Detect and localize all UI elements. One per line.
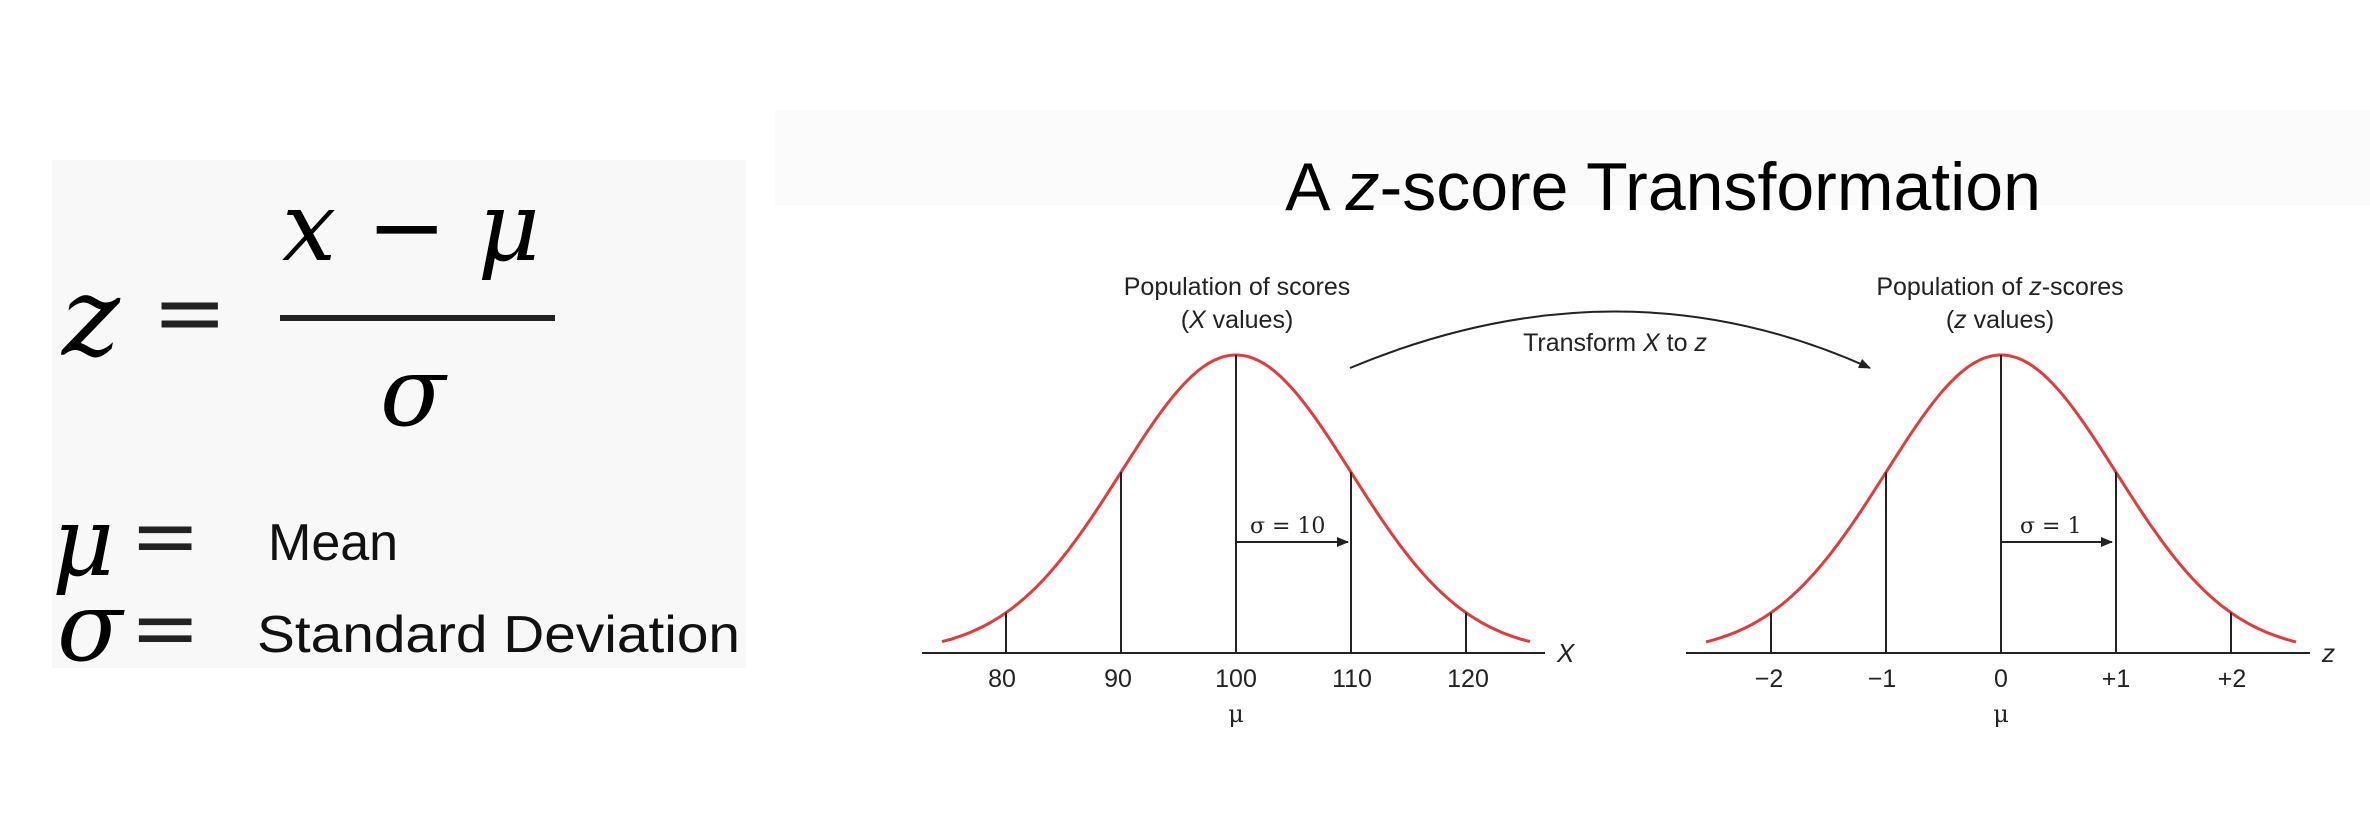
right-tick-minus1: −1 bbox=[1868, 665, 1897, 693]
left-vertical-lines bbox=[1005, 355, 1467, 653]
left-distribution: Population of scores (X values) X 80 90 … bbox=[922, 273, 1576, 728]
left-heading-line2: (X values) bbox=[1181, 306, 1294, 334]
right-mu-label: μ bbox=[1993, 700, 2009, 728]
right-tick-plus2: +2 bbox=[2218, 665, 2247, 693]
left-tick-100: 100 bbox=[1215, 665, 1257, 693]
diagram-background bbox=[775, 110, 2370, 205]
left-heading-line1: Population of scores bbox=[1124, 273, 1351, 301]
right-heading-line1: Population of z-scores bbox=[1876, 273, 2123, 301]
left-tick-110: 110 bbox=[1332, 665, 1372, 693]
formula-lhs: z bbox=[60, 253, 121, 381]
formula-equals: = bbox=[152, 260, 227, 365]
legend-sigma-equals: = bbox=[130, 579, 200, 668]
right-tick-plus1: +1 bbox=[2102, 665, 2131, 693]
left-tick-80: 80 bbox=[988, 665, 1016, 693]
right-distribution: Population of z-scores (z values) z −2 −… bbox=[1686, 273, 2335, 728]
legend-mean: Mean bbox=[268, 514, 398, 572]
right-vertical-lines bbox=[1770, 355, 2232, 653]
left-tick-90: 90 bbox=[1104, 665, 1132, 693]
legend-sigma-symbol: σ bbox=[57, 571, 125, 668]
right-tick-minus2: −2 bbox=[1755, 665, 1784, 693]
formula-svg: z = x − μ σ μ = Mean σ = Standard Deviat… bbox=[52, 171, 740, 683]
fraction-bar bbox=[280, 315, 555, 321]
left-mu-label: μ bbox=[1228, 700, 1244, 728]
transform-arrow bbox=[1349, 310, 1871, 369]
formula-panel: z = x − μ σ μ = Mean σ = Standard Deviat… bbox=[52, 160, 746, 683]
left-tick-120: 120 bbox=[1447, 665, 1489, 693]
legend-mu-equals: = bbox=[130, 487, 200, 585]
right-axis-label: z bbox=[2321, 638, 2335, 668]
right-heading-line2: (z values) bbox=[1946, 306, 2054, 334]
legend-mu-symbol: μ bbox=[52, 486, 114, 598]
right-sigma-label: σ = 1 bbox=[2020, 514, 2081, 539]
left-axis-label: X bbox=[1556, 638, 1576, 668]
formula-denominator: σ bbox=[380, 336, 448, 448]
transform-label: Transform X to z bbox=[1523, 329, 1707, 357]
formula-numerator: x − μ bbox=[282, 171, 540, 283]
diagram-title: A z-score Transformation bbox=[1285, 149, 2041, 225]
legend-standard-deviation: Standard Deviation bbox=[257, 606, 740, 664]
right-tick-0: 0 bbox=[1994, 665, 2008, 693]
left-sigma-label: σ = 10 bbox=[1250, 514, 1325, 539]
